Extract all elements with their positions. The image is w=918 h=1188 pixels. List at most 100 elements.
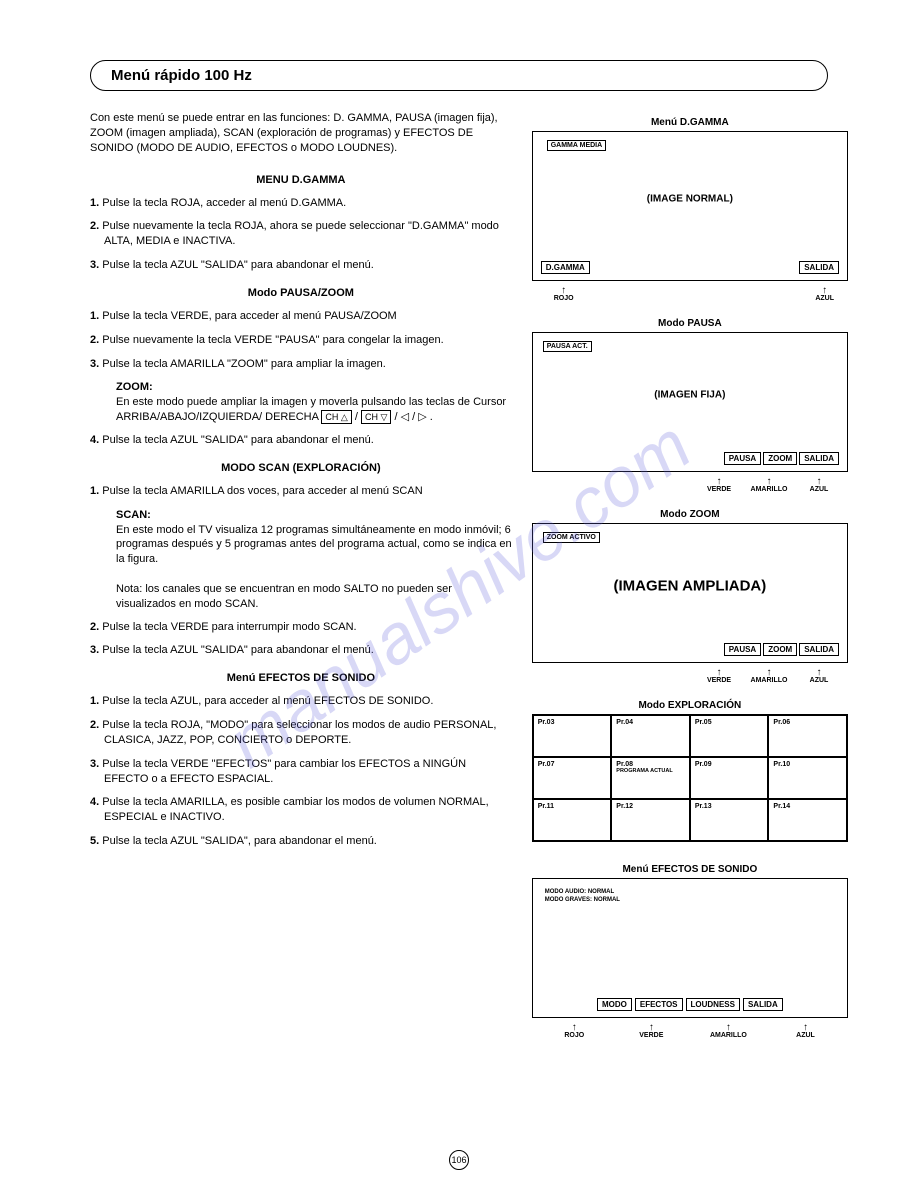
button-row-zoom: PAUSA ZOOM SALIDA <box>533 643 847 656</box>
diagram-title-pausa: Modo PAUSA <box>532 318 848 329</box>
panel-zoom: ZOOM ACTIVO (IMAGEN AMPLIADA) PAUSA ZOOM… <box>532 523 848 663</box>
list-item: 3. Pulse la tecla AMARILLA "ZOOM" para a… <box>90 357 512 372</box>
list-item: 5. Pulse la tecla AZUL "SALIDA", para ab… <box>90 834 512 849</box>
grid-cell: Pr.06 <box>768 715 847 757</box>
scan-subblock: SCAN: En este modo el TV visualiza 12 pr… <box>116 508 512 612</box>
label-amarillo: AMARILLO <box>690 1024 767 1039</box>
arrow-labels-sonido: ROJO VERDE AMARILLO AZUL <box>532 1024 848 1039</box>
tag-pausa-act: PAUSA ACT. <box>543 341 592 352</box>
btn-loudness: LOUDNESS <box>686 998 740 1011</box>
btn-dgamma: D.GAMMA <box>541 261 590 274</box>
label-rojo: ROJO <box>554 287 574 302</box>
label-amarillo: AMARILLO <box>744 669 794 684</box>
item-text: Pulse la tecla VERDE para interrumpir mo… <box>102 621 356 633</box>
line2: MODO GRAVES: NORMAL <box>545 897 620 903</box>
line1: MODO AUDIO: NORMAL <box>545 889 614 895</box>
zoom-subblock: ZOOM: En este modo puede ampliar la imag… <box>116 380 512 425</box>
list-pausa-cont: 4. Pulse la tecla AZUL "SALIDA" para aba… <box>90 433 512 448</box>
button-row-sonido: MODO EFECTOS LOUDNESS SALIDA <box>533 998 847 1011</box>
cell-sublabel: PROGRAMA ACTUAL <box>616 768 689 774</box>
item-text: Pulse la tecla AZUL, para acceder al men… <box>102 695 433 707</box>
keycap-ch-down: CH ▽ <box>361 410 391 424</box>
item-text: Pulse la tecla AZUL "SALIDA" para abando… <box>102 259 374 271</box>
grid-cell: Pr.14 <box>768 799 847 841</box>
item-text: Pulse la tecla ROJA, acceder al menú D.G… <box>102 197 346 209</box>
item-text: Pulse nuevamente la tecla VERDE "PAUSA" … <box>102 334 443 346</box>
btn-salida: SALIDA <box>799 643 839 656</box>
tag-zoom-activo: ZOOM ACTIVO <box>543 532 600 543</box>
panel-text-lines: MODO AUDIO: NORMAL MODO GRAVES: NORMAL <box>545 889 620 905</box>
grid-cell: Pr.11 <box>533 799 612 841</box>
list-item: 2. Pulse la tecla VERDE para interrumpir… <box>90 620 512 635</box>
list-item: 4. Pulse la tecla AMARILLA, es posible c… <box>90 795 512 825</box>
list-item: 1. Pulse la tecla AMARILLA dos voces, pa… <box>90 484 512 499</box>
list-item: 1. Pulse la tecla VERDE, para acceder al… <box>90 309 512 324</box>
zoom-body: En este modo puede ampliar la imagen y m… <box>116 396 506 423</box>
btn-salida: SALIDA <box>799 452 839 465</box>
item-text: Pulse la tecla AZUL "SALIDA", para aband… <box>102 835 377 847</box>
section-head-sonido: Menú EFECTOS DE SONIDO <box>90 672 512 684</box>
label-verde: VERDE <box>613 1024 690 1039</box>
center-imagen-ampliada: (IMAGEN AMPLIADA) <box>613 578 766 595</box>
label-verde: VERDE <box>694 669 744 684</box>
button-row-dgamma: D.GAMMA SALIDA <box>533 261 847 274</box>
list-item: 3. Pulse la tecla VERDE "EFECTOS" para c… <box>90 757 512 787</box>
list-sonido: 1. Pulse la tecla AZUL, para acceder al … <box>90 694 512 849</box>
list-scan-cont: 2. Pulse la tecla VERDE para interrumpir… <box>90 620 512 659</box>
list-item: 1. Pulse la tecla ROJA, acceder al menú … <box>90 196 512 211</box>
btn-modo: MODO <box>597 998 632 1011</box>
item-text: Pulse la tecla VERDE "EFECTOS" para camb… <box>102 758 466 785</box>
grid-cell: Pr.10 <box>768 757 847 799</box>
grid-cell: Pr.04 <box>611 715 690 757</box>
section-head-dgamma: MENU D.GAMMA <box>90 174 512 186</box>
arrow-labels-zoom: VERDE AMARILLO AZUL <box>532 669 848 684</box>
item-text: Pulse la tecla AZUL "SALIDA" para abando… <box>102 434 374 446</box>
item-text: Pulse la tecla AMARILLA dos voces, para … <box>102 485 422 497</box>
grid-cell: Pr.09 <box>690 757 769 799</box>
grid-cell-actual: Pr.08PROGRAMA ACTUAL <box>611 757 690 799</box>
label-azul: AZUL <box>767 1024 844 1039</box>
label-amarillo: AMARILLO <box>744 478 794 493</box>
list-dgamma: 1. Pulse la tecla ROJA, acceder al menú … <box>90 196 512 273</box>
arrow-labels-pausa: VERDE AMARILLO AZUL <box>532 478 848 493</box>
button-row-pausa: PAUSA ZOOM SALIDA <box>533 452 847 465</box>
content-column: Con este menú se puede entrar en las fun… <box>90 111 512 1055</box>
item-text: Pulse nuevamente la tecla ROJA, ahora se… <box>102 220 499 247</box>
item-text: Pulse la tecla ROJA, "MODO" para selecci… <box>102 719 496 746</box>
btn-salida: SALIDA <box>743 998 783 1011</box>
diagram-column: Menú D.GAMMA GAMMA MEDIA (IMAGE NORMAL) … <box>532 111 848 1055</box>
list-pausa: 1. Pulse la tecla VERDE, para acceder al… <box>90 309 512 372</box>
intro-paragraph: Con este menú se puede entrar en las fun… <box>90 111 512 156</box>
scan-head: SCAN: <box>116 509 151 521</box>
tag-gamma-media: GAMMA MEDIA <box>547 140 606 151</box>
scan-body: En este modo el TV visualiza 12 programa… <box>116 524 512 566</box>
section-head-pausa: Modo PAUSA/ZOOM <box>90 287 512 299</box>
label-azul: AZUL <box>815 287 834 302</box>
btn-zoom: ZOOM <box>763 452 797 465</box>
list-item: 2. Pulse nuevamente la tecla ROJA, ahora… <box>90 219 512 249</box>
panel-dgamma: GAMMA MEDIA (IMAGE NORMAL) D.GAMMA SALID… <box>532 131 848 281</box>
center-imagen-fija: (IMAGEN FIJA) <box>654 390 725 401</box>
diagram-title-dgamma: Menú D.GAMMA <box>532 117 848 128</box>
label-azul: AZUL <box>794 478 844 493</box>
list-item: 4. Pulse la tecla AZUL "SALIDA" para aba… <box>90 433 512 448</box>
zoom-head: ZOOM: <box>116 381 153 393</box>
diagram-title-sonido: Menú EFECTOS DE SONIDO <box>532 864 848 875</box>
label-azul: AZUL <box>794 669 844 684</box>
panel-sonido: MODO AUDIO: NORMAL MODO GRAVES: NORMAL M… <box>532 878 848 1018</box>
cell-label: Pr.08 <box>616 761 633 768</box>
btn-pausa: PAUSA <box>724 452 761 465</box>
keycap-ch-up: CH △ <box>321 410 351 424</box>
grid-cell: Pr.05 <box>690 715 769 757</box>
item-text: Pulse la tecla AMARILLA "ZOOM" para ampl… <box>102 358 386 370</box>
panel-pausa: PAUSA ACT. (IMAGEN FIJA) PAUSA ZOOM SALI… <box>532 332 848 472</box>
list-scan: 1. Pulse la tecla AMARILLA dos voces, pa… <box>90 484 512 499</box>
section-head-scan: MODO SCAN (EXPLORACIÓN) <box>90 462 512 474</box>
panel-exploracion: Pr.03 Pr.04 Pr.05 Pr.06 Pr.07 Pr.08PROGR… <box>532 714 848 842</box>
page-title: Menú rápido 100 Hz <box>90 60 828 91</box>
diagram-title-explor: Modo EXPLORACIÓN <box>532 700 848 711</box>
grid-cell: Pr.12 <box>611 799 690 841</box>
list-item: 3. Pulse la tecla AZUL "SALIDA" para aba… <box>90 258 512 273</box>
item-text: Pulse la tecla VERDE, para acceder al me… <box>102 310 396 322</box>
btn-pausa: PAUSA <box>724 643 761 656</box>
